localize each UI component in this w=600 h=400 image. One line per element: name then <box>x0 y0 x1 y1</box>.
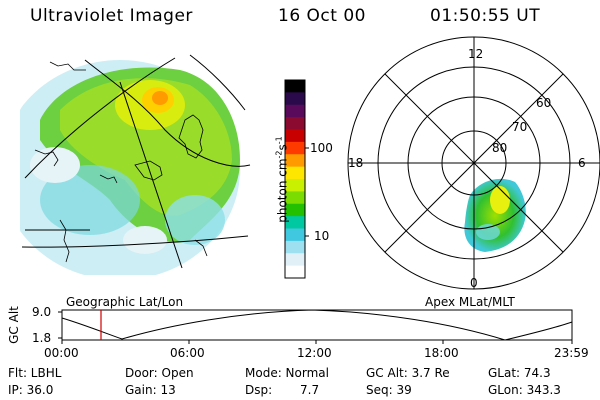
info-glat: GLat: 74.3 <box>488 366 551 380</box>
polar-diagonal-2 <box>384 73 564 253</box>
image-date: 16 Oct 00 <box>278 6 366 26</box>
apex-caption: Apex MLat/MLT <box>425 295 515 309</box>
altitude-curve <box>61 309 573 341</box>
polar-plot <box>347 36 600 290</box>
colorbar-segment <box>285 154 305 168</box>
altitude-ytick-bottom: 1.8 <box>32 331 52 345</box>
geographic-image <box>20 52 248 275</box>
colorbar-segment <box>285 104 305 118</box>
altitude-xtick-2: 12:00 <box>297 346 332 360</box>
info-gcalt: GC Alt: 3.7 Re <box>366 366 450 380</box>
altitude-xtick-4: 23:59 <box>554 346 589 360</box>
colorbar-segment <box>285 80 305 93</box>
info-mode: Mode: Normal <box>245 366 329 380</box>
altitude-ylabel: GC Alt <box>7 306 21 344</box>
altitude-frame <box>61 309 573 341</box>
colorbar-segment <box>285 265 305 279</box>
colorbar-tick-label-100: 100 <box>310 141 333 155</box>
colorbar-segment <box>285 117 305 130</box>
image-title: Ultraviolet Imager <box>30 6 193 26</box>
lat-label-60: 60 <box>536 96 552 110</box>
mlt-label-12: 12 <box>468 47 484 61</box>
image-time: 01:50:55 UT <box>430 6 541 26</box>
colorbar-segment <box>285 253 305 267</box>
colorbar-segment <box>285 216 305 229</box>
colorbar-segment <box>285 240 305 254</box>
info-dsp-value: 7.7 <box>300 383 320 397</box>
mlt-label-6: 6 <box>578 156 586 170</box>
altitude-ytick-top: 9.0 <box>32 305 52 319</box>
colorbar-segment <box>285 166 305 180</box>
mlt-label-18: 18 <box>348 156 364 170</box>
geo-caption: Geographic Lat/Lon <box>66 295 184 309</box>
info-dsp-label: Dsp: <box>245 383 273 397</box>
altitude-xtick-0: 00:00 <box>44 346 79 360</box>
geographic-grid <box>21 54 251 269</box>
info-glon: GLon: 343.3 <box>488 383 561 397</box>
info-flt: Flt: LBHL <box>8 366 62 380</box>
altitude-xtick-3: 18:00 <box>424 346 459 360</box>
lat-label-70: 70 <box>512 120 528 134</box>
colorbar-frame <box>284 79 306 279</box>
altitude-plot <box>58 309 573 344</box>
info-gain: Gain: 13 <box>125 383 176 397</box>
colorbar-segment <box>285 141 305 155</box>
info-ip: IP: 36.0 <box>8 383 54 397</box>
colorbar-segment <box>285 228 305 242</box>
lat-label-80: 80 <box>492 141 508 155</box>
colorbar-segment <box>285 191 305 205</box>
colorbar <box>285 80 305 279</box>
colorbar-segment <box>285 179 305 192</box>
colorbar-segment <box>285 129 305 143</box>
colorbar-tick-label-10: 10 <box>314 229 330 243</box>
altitude-xtick-1: 06:00 <box>170 346 205 360</box>
coastlines <box>34 61 208 263</box>
colorbar-segment <box>285 203 305 217</box>
colorbar-units-label: photon cm-2s-1 <box>274 136 290 223</box>
info-door: Door: Open <box>125 366 194 380</box>
colorbar-segment <box>285 92 305 106</box>
mlt-label-0: 0 <box>470 276 478 290</box>
info-seq: Seq: 39 <box>366 383 412 397</box>
